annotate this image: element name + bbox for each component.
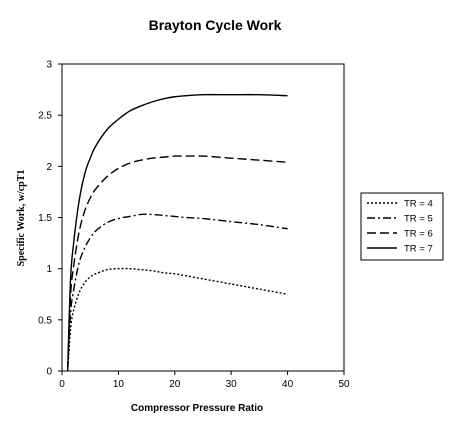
x-tick-label: 0 — [59, 379, 65, 390]
x-tick-label: 30 — [226, 379, 238, 390]
legend-label: TR = 7 — [404, 244, 433, 255]
y-tick-label: 2 — [46, 162, 52, 173]
x-tick-label: 40 — [282, 379, 294, 390]
legend-box — [360, 192, 444, 261]
y-tick-label: 0 — [46, 367, 52, 378]
x-tick-label: 10 — [113, 379, 125, 390]
series-line-tr-6 — [66, 155, 288, 372]
y-axis: 0 0.5 1 1.5 2 2.5 3 — [38, 60, 62, 378]
series-lines — [66, 93, 288, 372]
x-axis-label: Compressor Pressure Ratio — [131, 403, 263, 414]
legend-label: TR = 5 — [404, 214, 433, 225]
series-line-tr-5 — [66, 213, 288, 372]
x-tick-label: 20 — [169, 379, 181, 390]
legend-label: TR = 6 — [404, 229, 433, 240]
plot-area — [61, 63, 345, 372]
y-axis-label: Specific Work, w/cpT1 — [16, 170, 27, 267]
series-line-tr-7 — [66, 93, 288, 372]
series-line-tr-4 — [66, 267, 288, 372]
y-tick-label: 1.5 — [38, 213, 52, 224]
x-axis: 0 10 20 30 40 50 — [59, 371, 350, 390]
legend: TR = 4 TR = 5 TR = 6 TR = 7 — [360, 192, 444, 261]
legend-label: TR = 4 — [404, 199, 433, 210]
chart-title: Brayton Cycle Work — [149, 17, 282, 33]
y-tick-label: 3 — [46, 60, 52, 71]
x-tick-label: 50 — [338, 379, 350, 390]
y-tick-label: 0.5 — [38, 315, 52, 326]
y-tick-label: 2.5 — [38, 111, 52, 122]
plot-frame — [61, 63, 345, 372]
y-tick-label: 1 — [46, 264, 52, 275]
